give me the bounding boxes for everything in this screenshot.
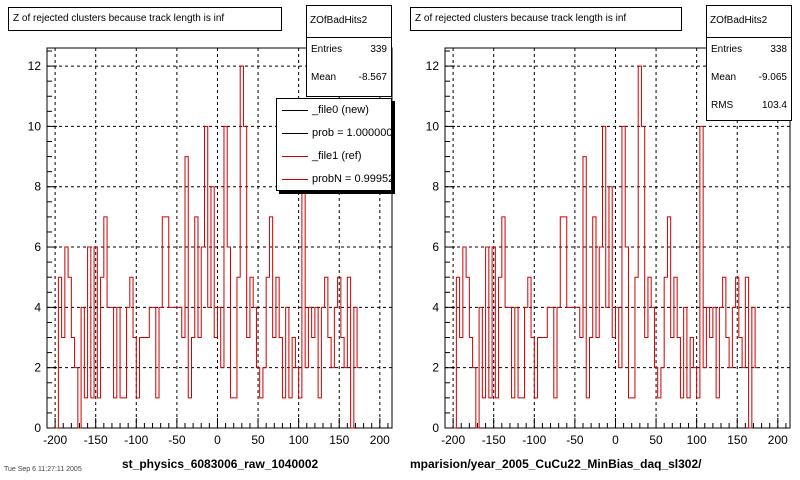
right-y-tick-label: 6 (432, 240, 439, 254)
legend-swatch-ref (282, 156, 308, 157)
left-y-tick-label: 0 (34, 421, 41, 435)
right-histogram-series (453, 65, 759, 429)
legend-swatch-prob (282, 133, 308, 134)
legend-item-probn: probN = 0.999523 (277, 168, 391, 190)
right-y-tick-label: 0 (432, 421, 439, 435)
right-y-tick-label: 8 (432, 180, 439, 194)
right-y-tick-label: 2 (432, 361, 439, 375)
left-y-tick-label: 4 (34, 300, 41, 314)
legend-item-new: _file0 (new) (277, 99, 391, 122)
right-x-tick-label: -200 (441, 433, 465, 447)
right-x-tick-label: 0 (612, 433, 619, 447)
left-stats-name: ZOfBadHits2 (307, 6, 391, 38)
timestamp-footer: Tue Sep 6 11:27:11 2005 (4, 466, 82, 473)
left-x-tick-label: -150 (84, 433, 108, 447)
left-x-tick-label: 0 (214, 433, 221, 447)
left-x-tick-label: -50 (168, 433, 186, 447)
left-y-tick-label: 6 (34, 240, 41, 254)
right-histogram-title: Z of rejected clusters because track len… (410, 7, 682, 31)
legend-swatch-new (282, 110, 308, 111)
right-plot-frame (444, 47, 791, 429)
right-x-tick-label: 200 (768, 433, 788, 447)
right-x-tick-label: -50 (566, 433, 584, 447)
left-x-tick-label: -200 (43, 433, 67, 447)
right-file-label: mparision/year_2005_CuCu22_MinBias_daq_s… (410, 457, 702, 471)
right-y-tick-label: 12 (426, 59, 440, 73)
left-histogram-series (55, 65, 361, 429)
legend-item-ref: _file1 (ref) (277, 145, 391, 168)
right-x-tick-label: -150 (482, 433, 506, 447)
left-y-tick-label: 12 (28, 59, 42, 73)
left-x-tick-label: 100 (289, 433, 309, 447)
right-stats-name: ZOfBadHits2 (707, 6, 791, 38)
left-y-tick-label: 10 (28, 119, 42, 133)
right-x-tick-label: 50 (649, 433, 663, 447)
right-x-tick-label: 100 (687, 433, 707, 447)
right-y-tick-label: 4 (432, 300, 439, 314)
legend-item-prob: prob = 1.000000 (277, 122, 391, 145)
legend-swatch-probn (282, 179, 308, 180)
right-y-tick-label: 10 (426, 119, 440, 133)
left-x-tick-label: 50 (251, 433, 265, 447)
left-histogram-title: Z of rejected clusters because track len… (8, 7, 282, 31)
left-y-tick-label: 2 (34, 361, 41, 375)
left-y-tick-label: 8 (34, 180, 41, 194)
right-x-tick-label: 150 (727, 433, 747, 447)
right-stats-box: ZOfBadHits2 Entries 338 Mean -9.065 RMS 103… (706, 5, 792, 121)
right-x-tick-label: -100 (522, 433, 546, 447)
left-legend: _file0 (new) prob = 1.000000 _file1 (ref… (276, 98, 392, 191)
left-x-tick-label: -100 (124, 433, 148, 447)
left-stats-box: ZOfBadHits2 Entries 339 Mean -8.567 (306, 5, 392, 97)
left-x-tick-label: 200 (370, 433, 390, 447)
left-x-tick-label: 150 (329, 433, 349, 447)
left-plot-frame (46, 47, 393, 429)
left-file-label: st_physics_6083006_raw_1040002 (122, 457, 319, 471)
